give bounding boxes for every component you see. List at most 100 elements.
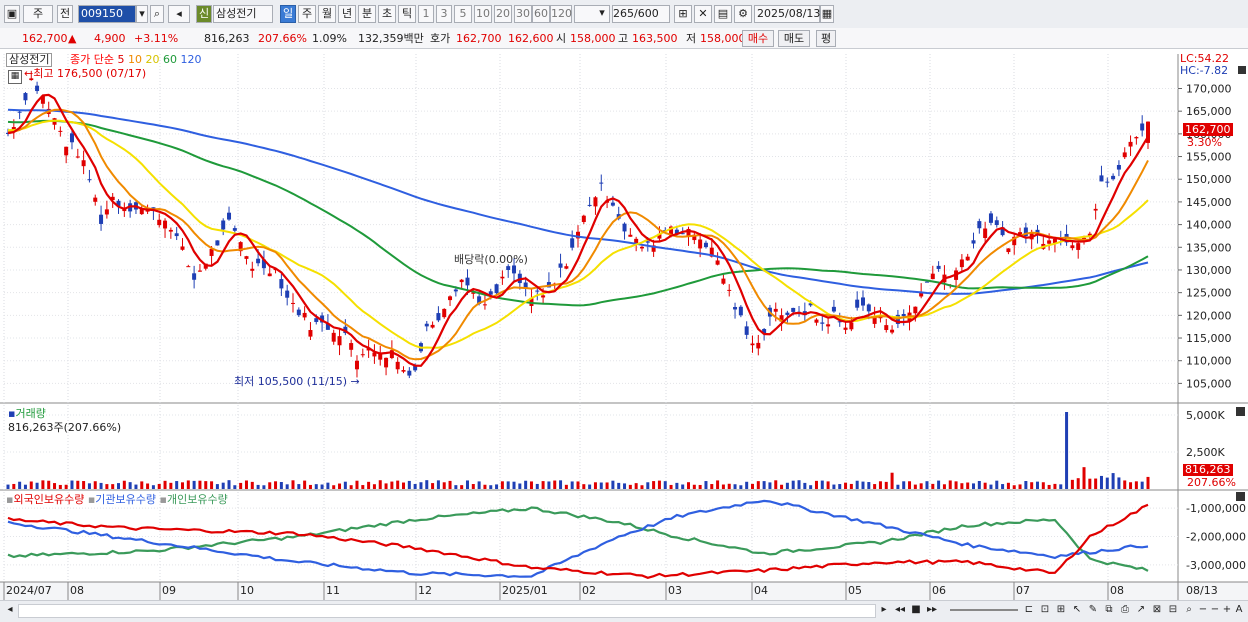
candle-body [639, 246, 644, 249]
y-tick-label: 170,000 [1186, 82, 1232, 95]
volume-bar [634, 483, 638, 489]
minute-30[interactable]: 30 [514, 5, 532, 23]
minute-10[interactable]: 10 [474, 5, 492, 23]
candle-body [634, 238, 639, 245]
tab-minute[interactable]: 분 [358, 5, 376, 23]
layout-icon-1[interactable]: ⊏ [1024, 604, 1034, 615]
volume-tag: 816,263 [1183, 463, 1233, 476]
candle-body [401, 370, 406, 372]
eval-button[interactable]: 평 [816, 30, 836, 47]
candle-body [296, 309, 301, 316]
calendar-icon[interactable]: ▦ [820, 5, 834, 23]
minute-20[interactable]: 20 [494, 5, 512, 23]
tab-year[interactable]: 년 [338, 5, 356, 23]
minute-120[interactable]: 120 [550, 5, 572, 23]
period-dropdown[interactable] [574, 5, 610, 23]
volume-bar [93, 481, 97, 489]
candle-body [285, 290, 290, 298]
minus-icon[interactable]: − [1210, 604, 1220, 615]
volume-bar [814, 480, 818, 489]
speaker-icon[interactable]: ◂ [168, 5, 190, 23]
crosshair-icon[interactable]: ✕ [694, 5, 712, 23]
candle-body [1111, 175, 1116, 180]
gear-icon[interactable]: ⚙ [734, 5, 752, 23]
zoom-out-icon[interactable]: − [1198, 604, 1208, 615]
chevron-down-icon[interactable]: ▾ [136, 5, 148, 23]
lc-label: LC:54.22 [1180, 52, 1230, 65]
volume-bar [425, 480, 429, 489]
candle-body [360, 354, 365, 356]
tab-tick[interactable]: 틱 [398, 5, 416, 23]
stock-name-field[interactable]: 삼성전기 [213, 5, 273, 23]
volume-bar [739, 485, 743, 489]
tile-icon[interactable]: ⊠ [1152, 604, 1162, 615]
zoom-slider[interactable] [950, 609, 1018, 611]
stock-code-input[interactable]: 009150 [78, 5, 136, 23]
layout-icon-2[interactable]: ⊡ [1040, 604, 1050, 615]
volume-close-icon[interactable] [1236, 407, 1245, 416]
minute-5[interactable]: 5 [454, 5, 472, 23]
volume-bar [774, 480, 778, 489]
pencil-icon[interactable]: ✎ [1088, 604, 1098, 615]
tab-month[interactable]: 월 [318, 5, 336, 23]
minute-1[interactable]: 1 [418, 5, 434, 23]
candle-body [657, 233, 662, 239]
candle-body [1105, 181, 1110, 183]
frame-icon[interactable]: ⊟ [1168, 604, 1178, 615]
minute-3[interactable]: 3 [436, 5, 452, 23]
candle-body [924, 281, 929, 283]
volume-bar [605, 482, 609, 489]
candle-body [506, 266, 511, 270]
high-price: 163,500 [632, 32, 678, 45]
candle-body [651, 245, 656, 252]
copy-icon[interactable]: ⧉ [1105, 604, 1113, 615]
calc-icon[interactable]: ▦ [8, 70, 22, 84]
tab-day[interactable]: 일 [280, 5, 296, 23]
date-field[interactable]: 2025/08/13 [754, 5, 820, 23]
candle-body [849, 322, 854, 330]
scroll-track[interactable] [18, 604, 876, 618]
buy-button[interactable]: 매수 [742, 30, 774, 47]
scroll-right-icon[interactable]: ▸ [881, 604, 887, 615]
search-icon[interactable]: ⌕ [150, 5, 164, 23]
panel-close-icon[interactable] [1238, 66, 1246, 74]
sell-button[interactable]: 매도 [778, 30, 810, 47]
candle-body [331, 332, 336, 342]
save-icon[interactable]: ▤ [714, 5, 732, 23]
stop-icon[interactable]: ■ [911, 604, 921, 615]
font-size-icon[interactable]: A [1235, 604, 1243, 615]
open-label: 시 [556, 32, 567, 45]
minute-60[interactable]: 60 [532, 5, 550, 23]
plus-icon[interactable]: + [1222, 604, 1232, 615]
print-icon[interactable]: ⎙ [1121, 604, 1129, 615]
window-icon[interactable]: ▣ [4, 5, 20, 23]
legend-stock-name: 삼성전기 [6, 53, 53, 67]
grid-icon[interactable]: ⊞ [674, 5, 692, 23]
layout-icon-3[interactable]: ⊞ [1056, 604, 1066, 615]
rewind-icon[interactable]: ◂◂ [894, 604, 906, 615]
holding-close-icon[interactable] [1236, 492, 1245, 501]
pointer-icon[interactable]: ↗ [1136, 604, 1146, 615]
tab-week[interactable]: 주 [298, 5, 316, 23]
legend-ma5: 5 [117, 53, 125, 66]
volume-bar [204, 481, 208, 489]
zoom-icon[interactable]: ⌕ [1186, 604, 1192, 615]
tab-second[interactable]: 초 [378, 5, 396, 23]
volume-bar [1053, 483, 1057, 489]
stock-chart[interactable]: 2024/07 08 09 10 11 12 2025/01 02 03 04 05 06 07 08 08… [0, 48, 1248, 600]
scroll-left-icon[interactable]: ◂ [7, 604, 13, 615]
period-select[interactable]: 주 [23, 5, 53, 23]
volume-bar [99, 482, 103, 489]
prev-button[interactable]: 전 [57, 5, 73, 23]
volume-bar [1099, 475, 1103, 489]
candle-body [750, 343, 755, 346]
cursor-icon[interactable]: ↖ [1072, 604, 1082, 615]
open-price: 158,000 [570, 32, 616, 45]
count-field[interactable]: 265/600 [612, 5, 670, 23]
candle-body [727, 289, 732, 291]
forward-icon[interactable]: ▸▸ [926, 604, 938, 615]
chevron-down-icon[interactable]: ▾ [599, 6, 605, 19]
volume-bar [803, 482, 807, 489]
bid-price-2: 162,600 [508, 32, 554, 45]
candle-body [116, 200, 121, 206]
